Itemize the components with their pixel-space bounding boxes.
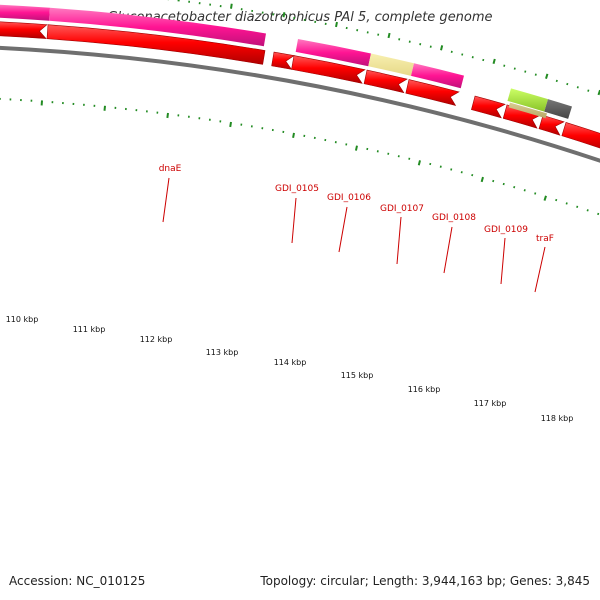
outer-tick — [587, 89, 590, 92]
inner-tick — [417, 160, 421, 166]
gene-label-leader — [396, 216, 402, 265]
outer-tick — [230, 3, 233, 9]
scale-label-k111: 111 kbp — [73, 325, 106, 334]
inner-tick — [586, 209, 589, 212]
gene-label-leader — [534, 246, 546, 293]
cds-feature — [363, 69, 408, 94]
outer-tick — [482, 58, 485, 62]
gene-label-leader — [500, 237, 506, 285]
named-gene-feature — [0, 4, 50, 21]
scale-label-k112: 112 kbp — [140, 335, 173, 344]
gene-label-leader — [162, 177, 170, 223]
cds-feature — [471, 95, 506, 119]
inner-tick — [523, 189, 526, 192]
inner-tick-track — [0, 97, 600, 216]
topology-label: Topology: — [260, 574, 317, 588]
cds-feature — [291, 55, 366, 84]
inner-tick — [534, 192, 537, 195]
outer-tick — [335, 21, 338, 28]
gene-feature-minor — [508, 102, 547, 119]
outer-tick — [177, 0, 180, 2]
outer-tick — [545, 73, 549, 79]
outer-tick — [492, 58, 496, 65]
cds-feature — [405, 79, 460, 106]
cds-feature — [46, 24, 266, 65]
length-value: 3,944,163 bp — [421, 574, 502, 588]
outer-tick-track — [167, 0, 600, 96]
scale-label-k116: 116 kbp — [408, 385, 441, 394]
outer-tick — [524, 70, 527, 73]
inner-tick — [513, 185, 516, 189]
gene-labels: dnaE GDI_0105 GDI_0106 GDI_0107 GDI_0108 GDI_… — [159, 164, 554, 293]
scale-label-k115: 115 kbp — [341, 371, 374, 380]
accession-label: Accession: — [9, 574, 73, 588]
inner-tick — [502, 182, 505, 186]
cds-feature — [561, 122, 600, 149]
gene-label-leader — [291, 197, 297, 244]
inner-tick — [354, 145, 358, 151]
outer-tick — [471, 56, 474, 59]
genome-backbone — [0, 45, 600, 163]
named-gene-feature — [49, 7, 266, 47]
outer-tick — [555, 79, 558, 83]
inner-tick — [576, 205, 579, 209]
genes-label: Genes: — [509, 574, 552, 588]
named-gene-feature — [368, 53, 414, 76]
named-gene-feature — [507, 88, 548, 112]
outer-tick — [503, 64, 506, 67]
genes-value: 3,845 — [555, 574, 590, 588]
cds-feature — [271, 51, 295, 70]
gene-label-gdi0105: GDI_0105 — [275, 184, 319, 194]
gene-label-gdi0107: GDI_0107 — [380, 204, 424, 214]
gene-label-gdi0108: GDI_0108 — [432, 213, 476, 223]
inner-tick — [480, 176, 484, 183]
outer-tick — [513, 67, 516, 70]
inner-tick — [555, 198, 558, 202]
inner-tick — [439, 165, 442, 168]
accession-info: Accession: NC_010125 — [9, 574, 145, 588]
outer-tick — [387, 32, 391, 39]
inner-tick — [166, 112, 169, 119]
gene-label-leader — [443, 226, 453, 274]
length-label: Length: — [372, 574, 419, 588]
scale-label-k110: 110 kbp — [6, 315, 39, 324]
named-gene-feature — [544, 99, 572, 119]
gene-label-gdi0109: GDI_0109 — [484, 225, 528, 235]
scale-label-k118: 118 kbp — [541, 414, 574, 423]
outer-tick — [282, 12, 286, 18]
scale-label-k114: 114 kbp — [274, 358, 307, 367]
scale-label-k117: 117 kbp — [474, 399, 507, 408]
inner-tick — [565, 202, 568, 205]
genome-stats: Topology: circular; Length: 3,944,163 bp… — [260, 574, 590, 588]
gene-label-dnaE: dnaE — [159, 164, 182, 174]
scale-label-k113: 113 kbp — [206, 348, 239, 357]
scale-labels: 110 kbp 111 kbp 112 kbp 113 kbp 114 kbp 115 k… — [6, 315, 574, 423]
inner-tick — [292, 132, 295, 138]
outer-tick — [566, 82, 569, 86]
inner-tick — [492, 179, 495, 183]
gene-label-gdi0106: GDI_0106 — [327, 193, 371, 203]
backbone-line — [0, 45, 600, 163]
outer-tick — [534, 73, 537, 76]
genome-title: Gluconacetobacter diazotrophicus PAl 5, … — [107, 10, 493, 25]
gene-label-traF: traF — [536, 234, 554, 244]
inner-tick — [460, 171, 463, 174]
cds-feature — [538, 114, 565, 136]
named-gene-feature — [411, 63, 464, 89]
inner-tick — [543, 195, 547, 201]
named-gene-feature — [295, 39, 371, 67]
inner-tick — [450, 168, 453, 171]
inner-tick — [597, 212, 600, 216]
gene-features — [0, 4, 600, 149]
inner-tick — [471, 173, 474, 177]
outer-tick — [440, 45, 444, 51]
cds-feature — [0, 21, 48, 39]
gene-label-leader — [338, 206, 348, 253]
outer-tick — [576, 86, 579, 89]
inner-tick — [229, 121, 232, 128]
accession-value: NC_010125 — [76, 574, 146, 588]
topology-value: circular — [320, 574, 365, 588]
